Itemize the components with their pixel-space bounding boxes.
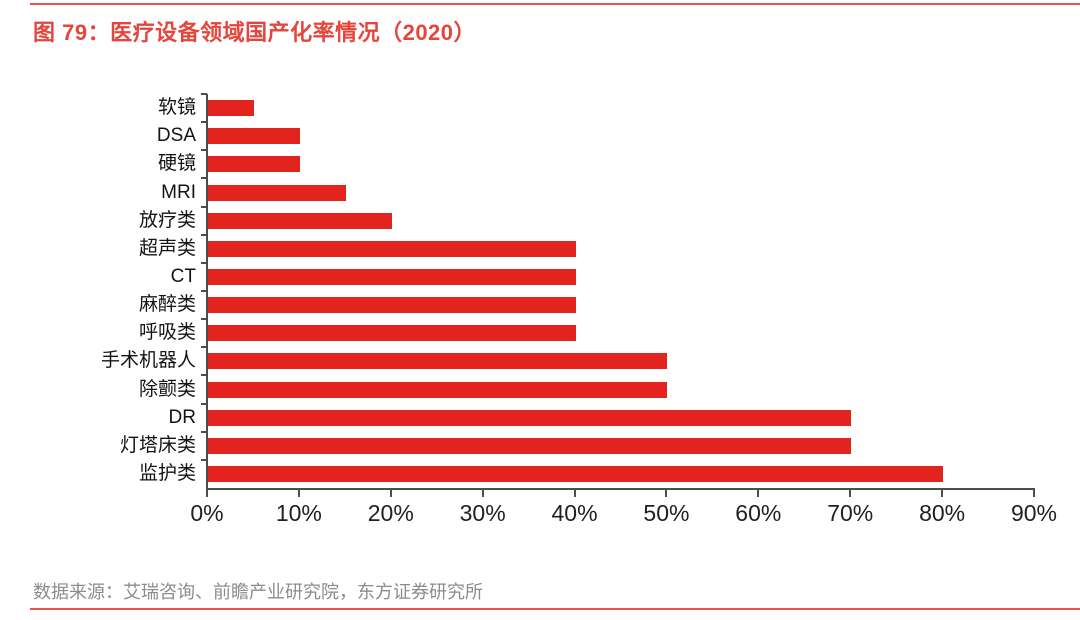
bar [208, 409, 852, 426]
source-note: 数据来源：艾瑞咨询、前瞻产业研究院，东方证券研究所 [33, 582, 483, 602]
bar [208, 353, 668, 370]
category-label: CT [170, 265, 196, 287]
x-tick [849, 490, 852, 497]
x-tick [297, 490, 300, 497]
bar [208, 297, 576, 314]
y-tick [201, 205, 207, 208]
bar [208, 381, 668, 398]
category-label: DR [168, 406, 196, 428]
x-tick [665, 490, 668, 497]
x-tick [389, 490, 392, 497]
x-tick-label: 70% [827, 500, 874, 526]
x-tick [573, 490, 576, 497]
bar [208, 437, 852, 454]
bar [208, 325, 576, 342]
bottom-rule [30, 608, 1080, 610]
y-tick [201, 402, 207, 405]
bar [208, 184, 346, 201]
bar [208, 268, 576, 285]
x-tick [481, 490, 484, 497]
category-label: 监护类 [138, 462, 196, 484]
x-tick-label: 60% [735, 500, 782, 526]
y-tick [201, 233, 207, 236]
top-rule [30, 3, 1080, 5]
y-tick [201, 374, 207, 377]
y-tick [201, 290, 207, 292]
bar [208, 100, 254, 117]
x-tick-label: 30% [459, 500, 506, 526]
bar [208, 212, 392, 229]
x-tick [206, 490, 208, 497]
x-tick [757, 490, 760, 497]
y-tick [201, 261, 207, 264]
x-tick-label: 10% [275, 500, 322, 526]
y-tick [201, 149, 207, 152]
y-tick [201, 177, 207, 180]
y-tick [201, 93, 207, 95]
y-tick [201, 346, 207, 349]
category-label: 手术机器人 [100, 350, 196, 372]
category-label: 灯塔床类 [119, 434, 196, 456]
x-tick [941, 490, 944, 497]
category-label: 麻醉类 [138, 294, 196, 316]
category-label: 呼吸类 [138, 322, 196, 344]
plot-area [206, 94, 1035, 490]
figure-title: 图 79：医疗设备领域国产化率情况（2020） [33, 20, 477, 45]
y-tick [201, 318, 207, 321]
category-label: DSA [156, 125, 196, 147]
x-tick-label: 0% [190, 500, 224, 526]
category-label: 除颤类 [138, 378, 196, 400]
y-tick [201, 458, 207, 461]
x-tick-label: 80% [919, 500, 966, 526]
category-label: 软镜 [157, 97, 196, 119]
category-label: 硬镜 [157, 153, 196, 175]
bar [208, 240, 576, 257]
bar [208, 156, 300, 173]
category-label: MRI [161, 181, 196, 203]
bar [208, 128, 300, 145]
y-tick [201, 121, 207, 124]
y-tick [201, 430, 207, 433]
x-tick-label: 40% [551, 500, 598, 526]
x-tick [1033, 490, 1035, 497]
bar [208, 465, 944, 482]
category-label: 放疗类 [138, 209, 196, 231]
x-tick-label: 20% [367, 500, 414, 526]
x-tick-label: 50% [643, 500, 690, 526]
x-tick-label: 90% [1010, 500, 1058, 526]
category-label: 超声类 [138, 237, 196, 259]
